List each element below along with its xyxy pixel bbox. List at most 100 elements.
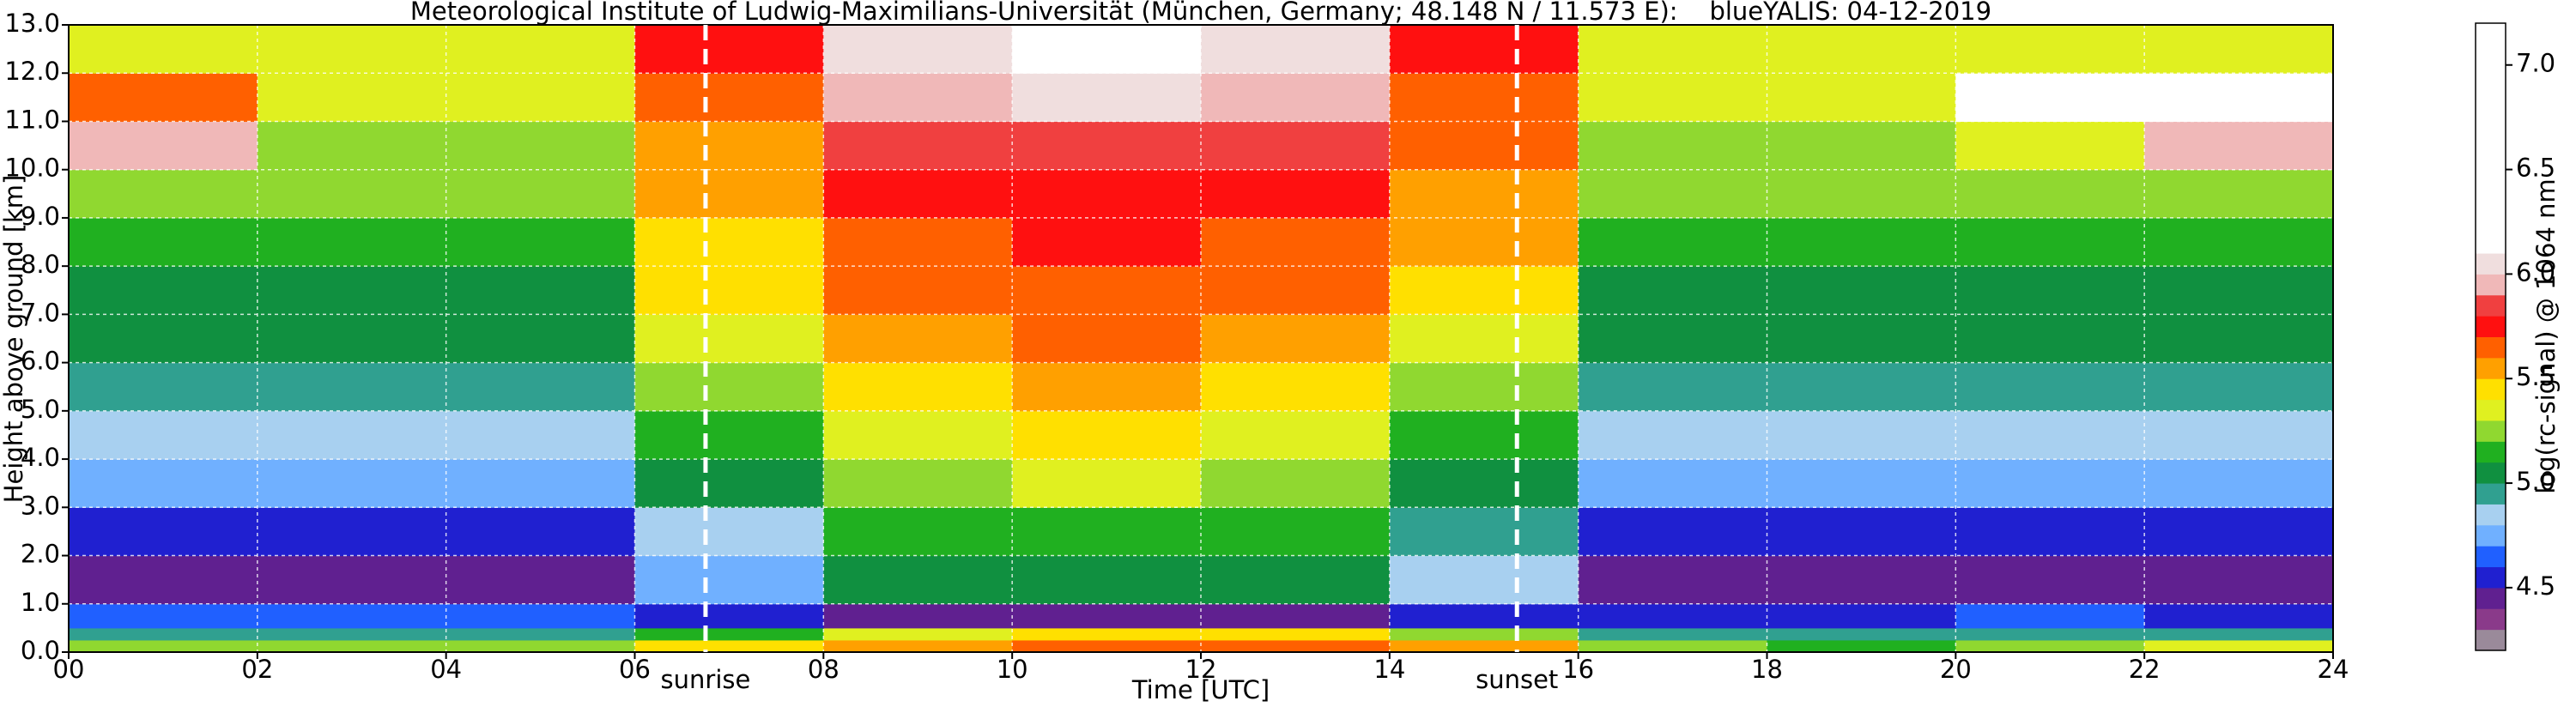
colorbar-band [2476, 524, 2506, 547]
heatmap-cell [1955, 266, 2145, 315]
x-tick-label: 08 [808, 655, 839, 684]
heatmap-cell [1955, 459, 2145, 508]
heatmap-cell [1389, 73, 1579, 122]
x-tick-label: 10 [997, 655, 1028, 684]
heatmap-cell [634, 639, 824, 653]
heatmap-cell [1201, 410, 1391, 460]
heatmap-cell [1012, 507, 1202, 557]
heatmap-cell [2144, 25, 2334, 74]
heatmap-cell [1201, 169, 1391, 219]
heatmap-cell [1012, 459, 1202, 508]
heatmap-cell [1012, 362, 1202, 412]
heatmap-cell [257, 362, 447, 412]
y-tick-label: 6.0 [21, 347, 60, 376]
colorbar-tick-label: 6.0 [2516, 257, 2555, 287]
heatmap-cell [634, 217, 824, 267]
heatmap-cell [1578, 169, 1767, 219]
heatmap-cell [1767, 25, 1956, 74]
annotation-label: sunrise [661, 665, 751, 694]
heatmap-cell [1578, 73, 1767, 122]
heatmap-cell [69, 169, 258, 219]
heatmap-cell [634, 627, 824, 641]
heatmap-cell [1201, 627, 1391, 641]
colorbar-tick-label: 5.5 [2516, 362, 2555, 391]
heatmap-cell [1578, 217, 1767, 267]
colorbar-band [2476, 441, 2506, 463]
heatmap-cell [1767, 459, 1956, 508]
heatmap-cell [823, 314, 1013, 364]
heatmap-cell [1012, 603, 1202, 629]
heatmap-cell [823, 459, 1013, 508]
heatmap-cell [2144, 459, 2334, 508]
heatmap-cell [445, 266, 635, 315]
heatmap-cell [1201, 25, 1391, 74]
heatmap-cell [1389, 314, 1579, 364]
heatmap-cell [1389, 266, 1579, 315]
y-tick-label: 1.0 [21, 588, 60, 617]
heatmap-cell [257, 555, 447, 605]
heatmap-cell [634, 25, 824, 74]
heatmap-cell [69, 362, 258, 412]
heatmap-cell [1012, 627, 1202, 641]
heatmap-cell [1767, 121, 1956, 171]
y-tick-label: 3.0 [21, 491, 60, 520]
colorbar-band [2476, 357, 2506, 379]
heatmap-cell [69, 627, 258, 641]
x-tick-label: 18 [1751, 655, 1783, 684]
colorbar-band [2476, 566, 2506, 589]
heatmap-cell [69, 639, 258, 653]
heatmap-cell [634, 266, 824, 315]
colorbar-band [2476, 587, 2506, 609]
colorbar-band [2476, 378, 2506, 401]
heatmap-cell [1578, 507, 1767, 557]
heatmap-cell [1012, 410, 1202, 460]
x-tick-label: 14 [1373, 655, 1405, 684]
heatmap-cell [2144, 266, 2334, 315]
heatmap-cell [1389, 627, 1579, 641]
heatmap-cell [1012, 25, 1202, 74]
x-tick-label: 24 [2318, 655, 2349, 684]
colorbar-band [2476, 23, 2506, 254]
heatmap-cell [1767, 362, 1956, 412]
heatmap-cell [257, 73, 447, 122]
colorbar-band [2476, 294, 2506, 317]
y-tick-label: 9.0 [21, 202, 60, 231]
heatmap-cell [1389, 410, 1579, 460]
heatmap-cell [69, 73, 258, 122]
chart-title: Meteorological Institute of Ludwig-Maxim… [410, 0, 1991, 26]
colorbar-band [2476, 274, 2506, 296]
heatmap-cell [1955, 217, 2145, 267]
heatmap-cell [823, 603, 1013, 629]
heatmap-cell [1012, 121, 1202, 171]
colorbar-band [2476, 504, 2506, 526]
heatmap-cell [634, 603, 824, 629]
heatmap-cell [823, 266, 1013, 315]
heatmap-cell [2144, 603, 2334, 629]
y-tick-label: 11.0 [4, 105, 60, 134]
heatmap-cell [257, 459, 447, 508]
heatmap-cell [823, 555, 1013, 605]
heatmap-cell [257, 410, 447, 460]
heatmap-cell [1389, 217, 1579, 267]
heatmap-cell [823, 121, 1013, 171]
heatmap-cell [445, 25, 635, 74]
heatmap-cell [1389, 362, 1579, 412]
y-axis-label: Height above ground [km] [0, 175, 28, 504]
heatmap-cell [1389, 639, 1579, 653]
heatmap-cell [1767, 169, 1956, 219]
heatmap-cell [69, 25, 258, 74]
heatmap-cell [445, 459, 635, 508]
heatmap-cell [445, 362, 635, 412]
heatmap-cell [634, 555, 824, 605]
heatmap-cell [1389, 459, 1579, 508]
heatmap-cell [1201, 639, 1391, 653]
heatmap-cell [69, 555, 258, 605]
heatmap-cell [445, 169, 635, 219]
colorbar-band [2476, 608, 2506, 631]
heatmap-cell [1767, 603, 1956, 629]
heatmap-cell [1012, 639, 1202, 653]
heatmap-cell [1955, 314, 2145, 364]
heatmap-cell [257, 639, 447, 653]
